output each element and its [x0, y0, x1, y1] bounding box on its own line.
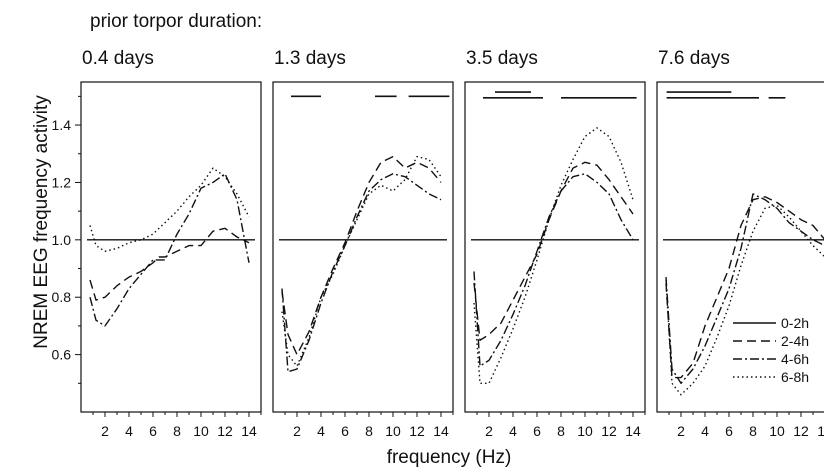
x-tick-label: 14 — [817, 423, 824, 439]
x-tick-label: 2 — [677, 423, 685, 439]
legend-label: 0-2h — [781, 315, 809, 331]
x-tick-label: 12 — [217, 423, 233, 439]
y-tick-label: 0.6 — [52, 347, 72, 363]
x-tick-label: 14 — [433, 423, 449, 439]
x-tick-label: 4 — [701, 423, 709, 439]
series-line-2-4h — [89, 227, 250, 301]
series-line-6-8h — [473, 127, 634, 384]
y-tick-label: 0.8 — [52, 289, 72, 305]
panel-2: 3.5 days 2 4 6 8 10 12 14 — [464, 48, 646, 439]
series-line-4-6h — [89, 173, 250, 327]
series-line-6-8h — [281, 155, 442, 367]
x-tick-label: 4 — [125, 423, 133, 439]
plot-area — [471, 91, 639, 384]
plot-frame — [656, 81, 824, 413]
x-tick-label: 10 — [193, 423, 209, 439]
x-tick-label: 8 — [365, 423, 373, 439]
x-tick-label: 6 — [341, 423, 349, 439]
legend-label: 2-4h — [781, 333, 809, 349]
x-tick-label: 14 — [625, 423, 641, 439]
series-line-4-6h — [665, 193, 824, 384]
series-line-2-4h — [281, 155, 442, 356]
x-tick-label: 2 — [293, 423, 301, 439]
panel-1: 1.3 days 2 4 6 8 10 12 14 — [272, 48, 454, 439]
x-tick-label: 8 — [749, 423, 757, 439]
x-tick-label: 2 — [485, 423, 493, 439]
series-line-4-6h — [281, 173, 442, 373]
x-tick-label: 2 — [101, 423, 109, 439]
y-tick-label: 1.2 — [52, 174, 72, 190]
x-tick-label: 6 — [725, 423, 733, 439]
panel-title: 3.5 days — [466, 48, 538, 69]
series-line-6-8h — [89, 167, 250, 253]
panel-title: 0.4 days — [82, 48, 154, 69]
x-tick-label: 10 — [385, 423, 401, 439]
panel-title: 1.3 days — [274, 48, 346, 69]
plot-area — [87, 167, 255, 327]
x-tick-label: 12 — [409, 423, 425, 439]
plot-frame — [80, 81, 262, 413]
legend-label: 4-6h — [781, 351, 809, 367]
panel-title: 7.6 days — [658, 48, 730, 69]
legend-label: 6-8h — [781, 369, 809, 385]
plot-frame — [464, 81, 646, 413]
plot-frame — [272, 81, 454, 413]
x-tick-label: 10 — [577, 423, 593, 439]
panel-0: 0.4 days 2 4 6 8 10 12 14 0.6 0.8 1.0 1.2 1.4 — [52, 48, 262, 439]
series-line-2-4h — [473, 161, 634, 341]
y-tick-label: 1.0 — [52, 232, 72, 248]
x-tick-label: 8 — [173, 423, 181, 439]
plot-area — [279, 95, 450, 373]
x-tick-label: 10 — [769, 423, 785, 439]
x-tick-label: 12 — [793, 423, 809, 439]
x-tick-label: 14 — [241, 423, 257, 439]
y-tick-label: 1.4 — [52, 117, 72, 133]
x-tick-label: 4 — [317, 423, 325, 439]
x-tick-label: 4 — [509, 423, 517, 439]
series-line-6-8h — [665, 204, 824, 396]
figure-header: prior torpor duration: — [90, 11, 262, 32]
x-tick-label: 6 — [149, 423, 157, 439]
series-line-2-4h — [665, 196, 824, 379]
x-tick-label: 12 — [601, 423, 617, 439]
x-tick-label: 8 — [557, 423, 565, 439]
series-line-4-6h — [473, 173, 634, 367]
x-tick-label: 6 — [533, 423, 541, 439]
plot-area — [663, 91, 824, 396]
y-axis-title: NREM EEG frequency activity — [31, 95, 52, 349]
x-axis-title: frequency (Hz) — [387, 447, 512, 468]
